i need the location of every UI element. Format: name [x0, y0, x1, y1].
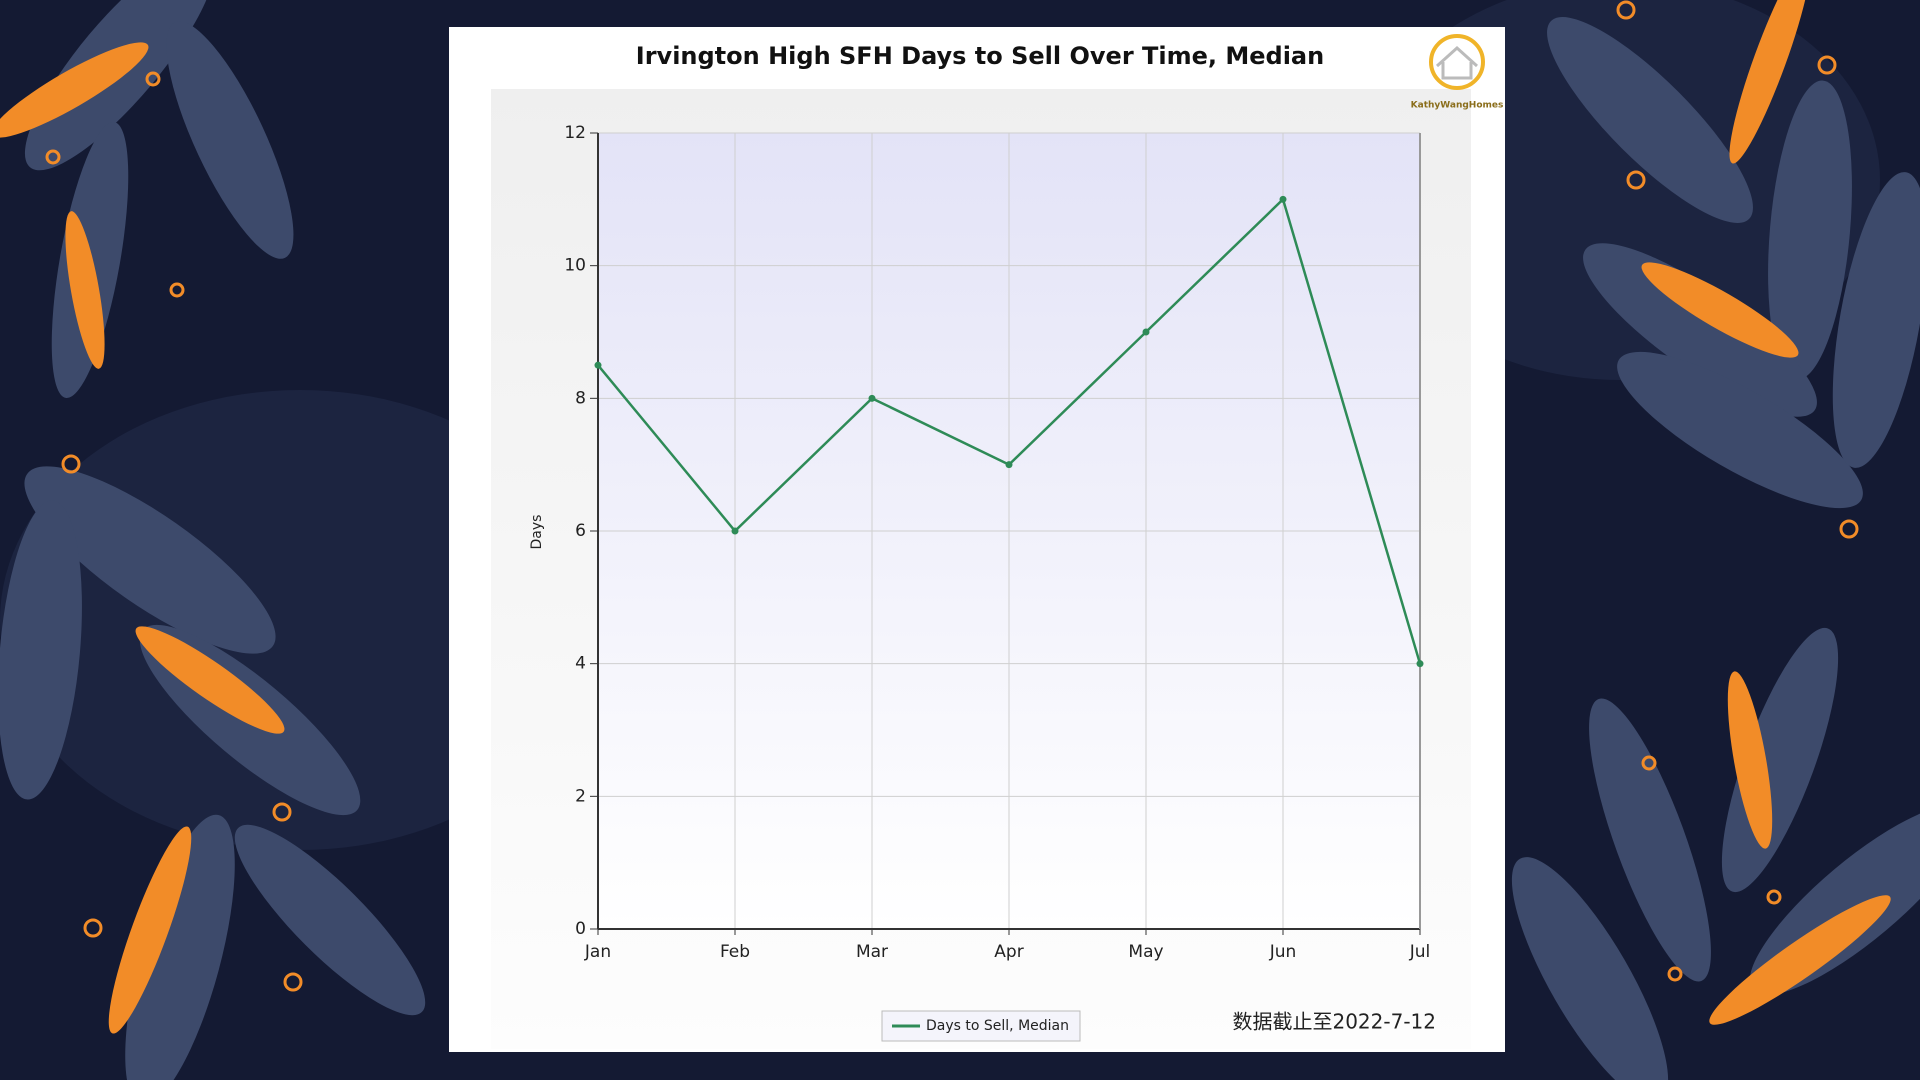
- data-point: [731, 527, 739, 535]
- note: 数据截止至2022-7-12: [1232, 1010, 1436, 1034]
- legend-label: Days to Sell, Median: [926, 1018, 1069, 1034]
- x-tick-label: May: [1128, 942, 1163, 962]
- x-tick-label: Jan: [584, 942, 611, 962]
- y-axis-label: Days: [529, 515, 545, 550]
- y-tick-label: 10: [564, 256, 586, 276]
- logo: KathyWangHomes: [1411, 34, 1504, 111]
- data-point: [1416, 660, 1424, 668]
- x-tick-label: Mar: [856, 942, 888, 962]
- data-point: [868, 394, 876, 402]
- chart-title: Irvington High SFH Days to Sell Over Tim…: [636, 42, 1324, 70]
- y-tick-label: 2: [575, 786, 586, 806]
- x-tick-label: Jul: [1409, 942, 1431, 962]
- data-point: [1142, 328, 1150, 336]
- data-point: [594, 361, 602, 369]
- data-point: [1005, 461, 1013, 469]
- y-tick-label: 0: [575, 919, 586, 939]
- data-point: [1279, 195, 1287, 203]
- x-tick-label: Feb: [720, 942, 750, 962]
- x-tick-label: Jun: [1269, 942, 1297, 962]
- x-tick-label: Apr: [994, 942, 1023, 962]
- y-tick-label: 8: [575, 388, 586, 408]
- y-tick-label: 4: [575, 654, 586, 674]
- y-tick-label: 12: [564, 123, 586, 143]
- logo-text: KathyWangHomes: [1411, 101, 1504, 111]
- y-tick-label: 6: [575, 521, 586, 541]
